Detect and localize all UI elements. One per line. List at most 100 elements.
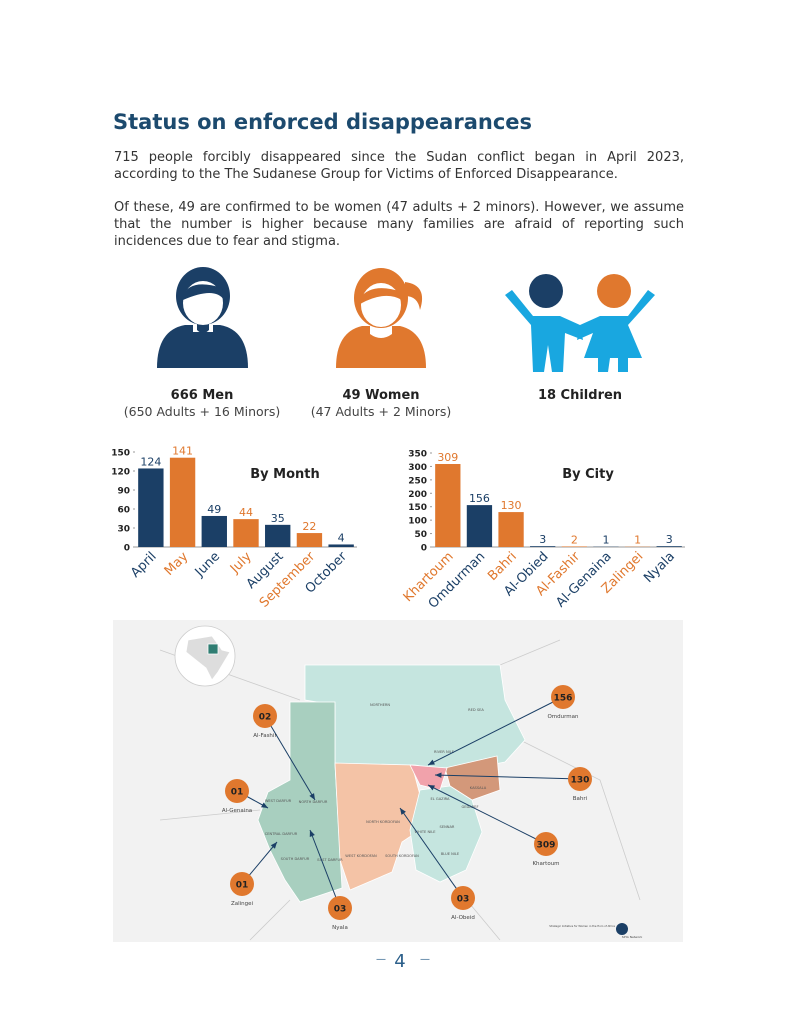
region-label: WEST KORDOFAN <box>345 854 377 858</box>
region-label: NORTH KORDOFAN <box>366 820 400 824</box>
y-tick-label: 300 <box>408 463 427 473</box>
svg-text:—: — <box>420 954 430 965</box>
value-label: 3 <box>666 533 673 546</box>
y-tick-label: 250 <box>408 476 427 486</box>
bar <box>169 457 196 547</box>
value-label: 124 <box>140 455 161 468</box>
man-icon <box>157 267 248 368</box>
y-tick-label: 200 <box>408 490 427 500</box>
value-label: 2 <box>571 533 578 546</box>
y-tick-label: 150 <box>111 449 130 459</box>
region-label: NORTHERN <box>370 703 390 707</box>
y-tick-label: 150 <box>408 503 427 513</box>
bar <box>498 512 524 547</box>
logo-mark <box>616 923 628 935</box>
callout-arrow <box>400 808 406 815</box>
value-label: 1 <box>602 534 609 547</box>
stat-label: 49 Women <box>342 388 419 403</box>
bar <box>656 546 682 547</box>
region-label: BLUE NILE <box>441 852 460 856</box>
woman-icon <box>336 268 426 368</box>
bar <box>265 524 291 547</box>
callout-line <box>264 715 316 801</box>
callout-label: Al-Obeid <box>451 915 475 921</box>
x-tick-label: June <box>192 549 223 580</box>
callout-value: 156 <box>554 694 573 704</box>
callout-badge <box>568 767 592 791</box>
value-label: 309 <box>437 451 458 464</box>
x-tick-label: July <box>227 549 255 577</box>
callout-value: 03 <box>457 895 470 905</box>
callout-badge <box>253 704 277 728</box>
region-label: SENNAR <box>440 825 455 829</box>
region-label: RED SEA <box>468 708 484 712</box>
value-label: 22 <box>302 520 316 533</box>
bar <box>233 519 259 547</box>
callout-arrow <box>261 802 268 808</box>
stat-detail: (47 Adults + 2 Minors) <box>311 404 452 419</box>
callout-label: Al-Genaina <box>222 808 252 814</box>
x-tick-label: May <box>162 549 192 579</box>
bar <box>561 546 587 547</box>
x-tick-label: Nyala <box>641 549 678 586</box>
y-tick-label: 120 <box>111 468 130 478</box>
y-tick-label: 60 <box>117 506 130 516</box>
callout-line <box>427 784 547 845</box>
paragraph: Of these, 49 are confirmed to be women (… <box>114 200 684 249</box>
value-label: 44 <box>239 506 253 519</box>
y-tick-label: 350 <box>408 450 427 460</box>
callout-arrow <box>435 772 442 778</box>
region-label: RIVER NILE <box>434 750 455 754</box>
callout-badge <box>451 886 475 910</box>
callout-line <box>434 774 581 780</box>
callout-arrow <box>428 759 435 765</box>
callout-arrow <box>309 793 315 800</box>
y-tick-label: 0 <box>124 544 130 554</box>
region-label: SOUTH KORDOFAN <box>385 854 419 858</box>
callout-label: Khartoum <box>532 861 559 867</box>
value-label: 130 <box>501 499 522 512</box>
region-label: EAST DARFUR <box>317 858 343 862</box>
value-label: 35 <box>271 512 285 525</box>
logo-text: Strategic Initiative for Women in the Ho… <box>549 924 615 928</box>
stat-detail: (650 Adults + 16 Minors) <box>124 404 280 419</box>
logo-text: SIHA Network <box>622 935 643 939</box>
y-tick-label: 90 <box>117 487 130 497</box>
callout-badge <box>551 685 575 709</box>
region-label: NORTH DARFUR <box>299 800 328 804</box>
bar <box>296 533 323 547</box>
bar <box>138 468 164 547</box>
callout-line <box>427 696 564 766</box>
y-tick-label: 100 <box>408 517 427 527</box>
callout-value: 01 <box>231 788 244 798</box>
callout-value: 01 <box>236 881 249 891</box>
callout-label: Omdurman <box>547 714 579 720</box>
page-number: 4 <box>394 951 405 972</box>
value-label: 1 <box>634 534 641 547</box>
bar <box>435 464 461 547</box>
callout-arrow <box>309 830 315 837</box>
callout-value: 309 <box>537 841 556 851</box>
region-label: GEDAREF <box>461 805 478 809</box>
callout-line <box>309 829 341 909</box>
callout-label: Al-Fashir <box>253 733 277 739</box>
callout-badge <box>230 872 254 896</box>
children-icon <box>505 274 655 372</box>
bar <box>530 546 556 547</box>
callout-label: Zalingei <box>231 901 254 907</box>
region-label: WEST DARFUR <box>265 799 292 803</box>
map <box>159 625 641 941</box>
paragraph: 715 people forcibly disappeared since th… <box>114 150 684 182</box>
callout-line <box>399 807 464 899</box>
value-label: 4 <box>338 531 345 544</box>
region-label: WHITE NILE <box>415 830 437 834</box>
bar <box>328 544 354 547</box>
svg-text:—: — <box>376 954 386 965</box>
callout-arrow <box>270 842 277 849</box>
heading: Status on enforced disappearances <box>113 110 533 134</box>
value-label: 3 <box>539 533 546 546</box>
y-tick-label: 50 <box>414 530 427 540</box>
callout-badge <box>328 896 352 920</box>
callout-label: Bahri <box>573 796 588 802</box>
